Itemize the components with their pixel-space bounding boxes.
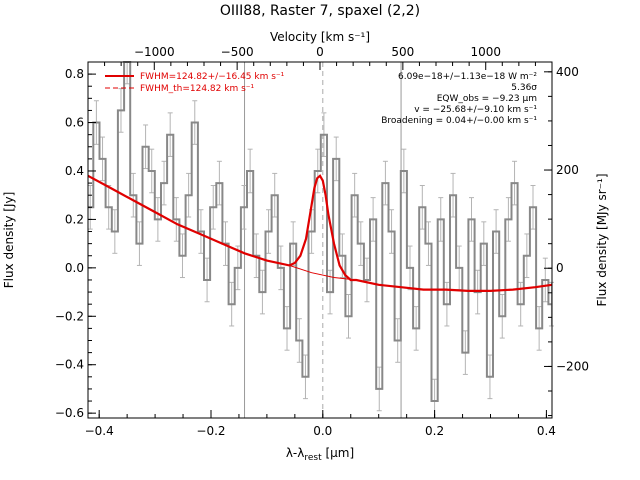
y-tick-label: 0.0 [65, 261, 84, 275]
y-right-tick-label: 200 [556, 163, 579, 177]
chart-title: OIII88, Raster 7, spaxel (2,2) [220, 3, 420, 19]
y-right-tick-label: 400 [556, 65, 579, 79]
y-tick-label: −0.4 [55, 358, 84, 372]
y-right-tick-label: −200 [556, 359, 589, 373]
y-tick-label: 0.2 [65, 212, 84, 226]
annotation-sigma: 5.36σ [511, 83, 537, 93]
x-axis-label: λ-λrest [μm] [286, 446, 354, 463]
y-axis-right-label: Flux density [MJy sr⁻¹] [595, 173, 609, 306]
velocity-tick-label: 500 [391, 45, 414, 59]
annotation-velocity: v = −25.68+/−9.10 km s⁻¹ [414, 105, 537, 115]
y-tick-label: −0.2 [55, 309, 84, 323]
x-tick-label: 0.4 [537, 424, 556, 438]
x-tick-label: −0.4 [85, 424, 114, 438]
y-tick-label: 0.4 [65, 164, 84, 178]
velocity-tick-label: 0 [316, 45, 324, 59]
x-tick-label: −0.2 [196, 424, 225, 438]
top-axis-label: Velocity [km s⁻¹] [270, 30, 370, 44]
x-axis-label-subscript: rest [304, 453, 322, 463]
legend: FWHM=124.82+/−16.45 km s⁻¹ FWHM_th=124.8… [105, 72, 285, 94]
annotation-broadening: Broadening = 0.04+/−0.00 km s⁻¹ [381, 116, 537, 126]
velocity-tick-label: −1000 [134, 45, 175, 59]
axes: −0.4 −0.2 0.0 0.2 0.4−1000 −500 0 500 1000−0.6−0… [55, 45, 589, 438]
legend-entry-fwhm-th: FWHM_th=124.82 km s⁻¹ [140, 84, 255, 94]
y-right-tick-label: 0 [556, 261, 564, 275]
x-axis-label-unit: [μm] [322, 446, 355, 460]
y-tick-label: −0.6 [55, 406, 84, 420]
model-fit-line [87, 174, 553, 292]
plot-area [87, 61, 554, 418]
y-tick-label: 0.6 [65, 116, 84, 130]
y-axis-label: Flux density [Jy] [2, 192, 16, 289]
x-tick-label: 0.0 [313, 424, 332, 438]
annotation-eqw: EQW_obs = −9.23 μm [437, 94, 537, 104]
y-tick-label: 0.8 [65, 67, 84, 81]
x-axis-label-main: λ-λ [286, 446, 305, 460]
x-tick-label: 0.2 [425, 424, 444, 438]
annotation-flux: 6.09e−18+/−1.13e−18 W m⁻² [398, 72, 537, 82]
annotations: 6.09e−18+/−1.13e−18 W m⁻² 5.36σ EQW_obs … [381, 72, 537, 126]
velocity-tick-label: 1000 [470, 45, 501, 59]
velocity-tick-label: −500 [221, 45, 254, 59]
spectrum-step-line [88, 61, 552, 402]
legend-entry-fwhm: FWHM=124.82+/−16.45 km s⁻¹ [140, 72, 285, 82]
